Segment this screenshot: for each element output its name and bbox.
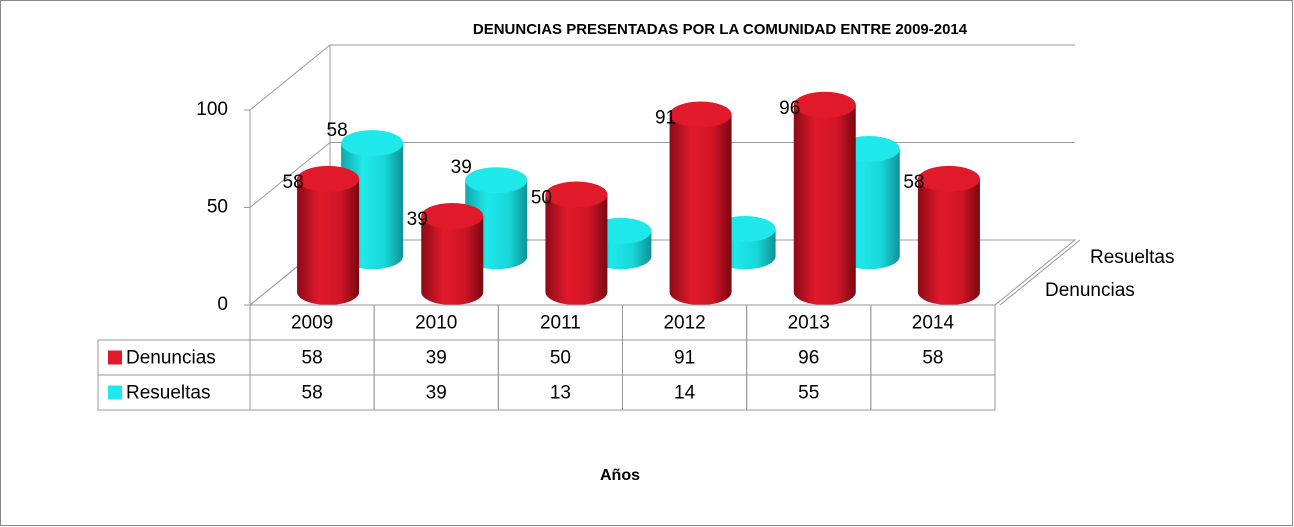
chart-title: DENUNCIAS PRESENTADAS POR LA COMUNIDAD E… [473, 21, 968, 38]
cylinder-body [917, 178, 980, 306]
y-tick-label: 50 [207, 197, 228, 218]
cylinder-body [421, 215, 484, 306]
cylinder [669, 101, 732, 306]
data-label: 50 [531, 188, 552, 209]
depth-label: Resueltas [1090, 247, 1175, 268]
cylinder-top [421, 202, 484, 229]
data-label: 58 [283, 172, 304, 193]
y-tick-label: 0 [217, 294, 228, 315]
cylinder-top [465, 167, 528, 194]
data-label: 39 [407, 209, 428, 230]
table-value: 39 [426, 348, 447, 369]
cylinder-body [669, 114, 732, 306]
cylinder [297, 165, 360, 306]
x-tick-label: 2013 [788, 313, 830, 334]
table-value: 58 [302, 383, 323, 404]
grid-line [249, 44, 331, 111]
cylinder-top [917, 165, 980, 192]
cylinder [917, 165, 980, 306]
x-axis-label: Años [600, 467, 640, 484]
table-value: 50 [550, 348, 571, 369]
x-tick-label: 2012 [663, 313, 705, 334]
table-value: 13 [550, 383, 571, 404]
table-value: 96 [798, 348, 819, 369]
legend-label: Resueltas [126, 383, 211, 404]
x-tick-label: 2011 [540, 313, 581, 334]
data-label: 39 [451, 157, 472, 178]
x-tick-label: 2010 [415, 313, 457, 334]
table-value: 91 [674, 348, 695, 369]
table-value: 39 [426, 383, 447, 404]
table-value: 14 [674, 383, 696, 404]
cylinder-top [297, 165, 360, 192]
legend-swatch [108, 385, 122, 400]
x-tick-label: 2014 [912, 313, 955, 334]
legend-swatch [108, 350, 122, 365]
cylinder-body [793, 104, 856, 306]
legend-label: Denuncias [126, 348, 216, 369]
data-label: 58 [327, 120, 348, 141]
cylinder-top [545, 181, 608, 208]
cylinder [421, 202, 484, 306]
table-value: 58 [922, 348, 943, 369]
depth-label: Denuncias [1045, 280, 1135, 301]
data-label: 96 [779, 98, 800, 119]
table-value: 58 [302, 348, 323, 369]
data-label: 58 [903, 172, 924, 193]
data-label: 91 [655, 108, 676, 129]
cylinder [793, 91, 856, 306]
y-tick-label: 100 [196, 99, 228, 120]
cylinder-body [545, 194, 608, 306]
grid-line [249, 142, 331, 208]
cylinder-top [341, 130, 404, 157]
cylinder [545, 181, 608, 306]
depth-axis [999, 239, 1081, 306]
cylinder-body [297, 178, 360, 306]
x-tick-label: 2009 [291, 313, 333, 334]
cylinder-top [669, 101, 732, 128]
table-value: 55 [798, 383, 819, 404]
cylinder-top [793, 91, 856, 118]
table-cell [870, 374, 996, 411]
